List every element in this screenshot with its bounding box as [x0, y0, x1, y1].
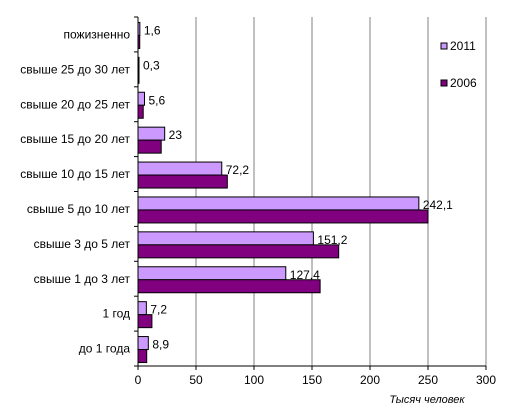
data-label-2011: 242,1: [423, 198, 453, 212]
legend-label: 2011: [450, 39, 476, 53]
bar-2011: [137, 266, 287, 281]
data-label-2011: 23: [169, 128, 183, 142]
data-label-2011: 127,4: [290, 268, 320, 282]
category-label: 1 год: [102, 307, 130, 321]
data-label-2011: 8,9: [152, 338, 169, 352]
legend-swatch: [440, 42, 448, 50]
category-label: свыше 10 до 15 лет: [20, 167, 130, 181]
category-label: свыше 5 до 10 лет: [27, 202, 131, 216]
x-tick-label: 0: [135, 373, 142, 387]
x-tick-label: 300: [476, 373, 496, 387]
bar-2011: [137, 196, 420, 211]
legend-label: 2006: [450, 76, 477, 90]
data-label-2011: 7,2: [150, 303, 167, 317]
bar-2006: [137, 139, 162, 154]
category-label: до 1 года: [79, 342, 131, 356]
bar-2006: [137, 174, 228, 189]
legend: 2011 2006: [440, 39, 477, 90]
legend-swatch: [440, 79, 448, 87]
data-labels: 1,6 0,3 5,6 23 72,2 242,1 151,2 127,4 7,2 8,9: [143, 23, 453, 351]
category-label: свыше 3 до 5 лет: [34, 237, 131, 251]
bar-2011: [137, 126, 166, 141]
category-label: пожизненно: [64, 27, 131, 41]
bar-2011: [137, 91, 145, 106]
bar-2011: [137, 336, 149, 351]
bar-2006: [137, 349, 148, 364]
x-tick-label: 250: [418, 373, 438, 387]
bar-2006: [137, 104, 144, 119]
category-label: свыше 1 до 3 лет: [34, 272, 131, 286]
data-label-2011: 151,2: [317, 233, 347, 247]
x-tick-label: 100: [244, 373, 264, 387]
bar-2011: [137, 231, 314, 246]
bar-2011: [137, 301, 147, 316]
x-axis-title: Тысяч человек: [389, 394, 465, 406]
bars: [137, 21, 429, 364]
tick-labels: 0 50 100 150 200 250 300: [135, 373, 497, 387]
x-tick-label: 50: [189, 373, 203, 387]
category-label: свыше 20 до 25 лет: [20, 97, 130, 111]
bar-2011: [137, 161, 223, 176]
x-tick-label: 200: [360, 373, 380, 387]
data-label-2011: 5,6: [148, 93, 165, 107]
data-label-2011: 72,2: [226, 163, 250, 177]
data-label-2011: 1,6: [144, 23, 161, 37]
x-tick-label: 150: [302, 373, 322, 387]
category-label: свыше 15 до 20 лет: [20, 132, 130, 146]
bar-2006: [137, 209, 429, 224]
axes: [134, 16, 487, 370]
category-labels: пожизненно свыше 25 до 30 лет свыше 20 до …: [20, 27, 130, 355]
bar-2006: [137, 244, 340, 259]
category-label: свыше 25 до 30 лет: [20, 62, 130, 76]
data-label-2011: 0,3: [143, 58, 160, 72]
gridlines: [195, 17, 487, 366]
